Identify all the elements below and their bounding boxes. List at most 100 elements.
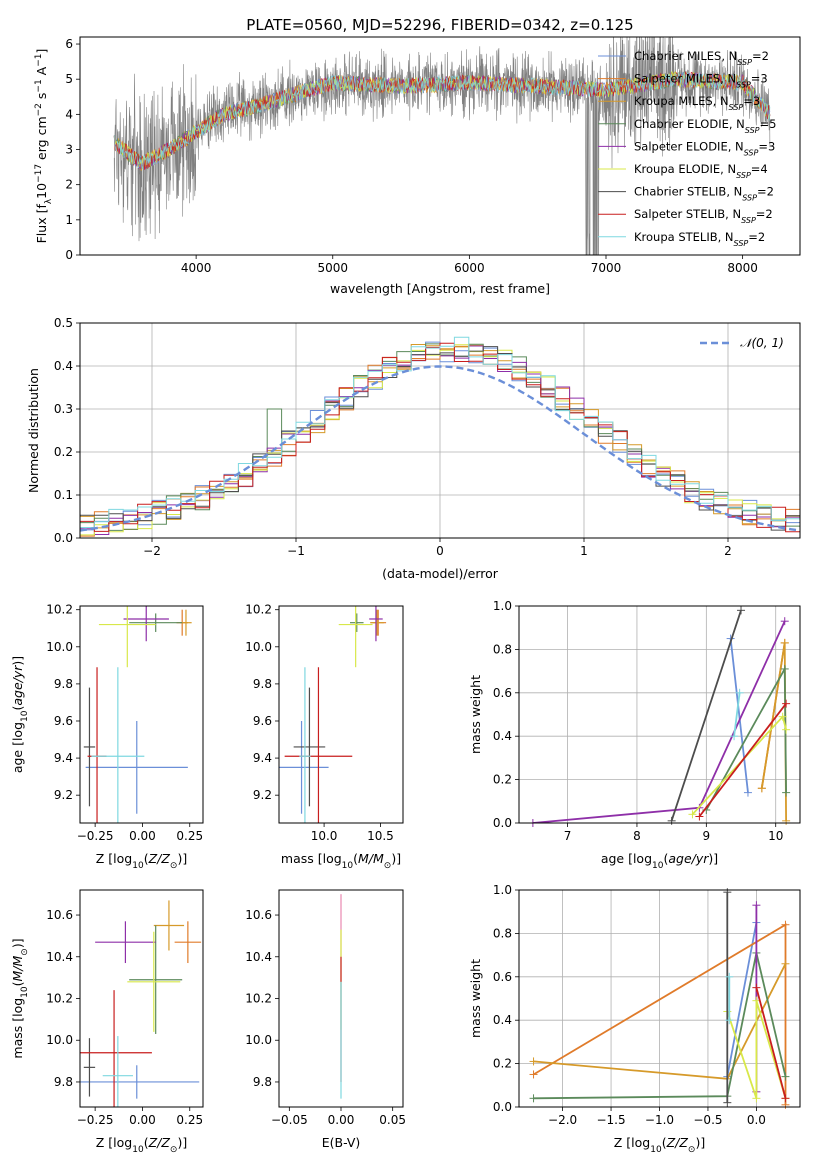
legend-entry: 𝒩(0, 1) — [740, 336, 784, 350]
y-tick-label: 0.5 — [54, 316, 73, 330]
x-tick-label: −1 — [287, 544, 305, 558]
legend-entry: Salpeter ELODIE, NSSP=3 — [634, 139, 775, 157]
axes-frame — [79, 322, 801, 539]
weight-line-7 — [755, 987, 787, 1099]
axes-frame — [278, 605, 404, 824]
x-tick-label: 0.05 — [379, 1113, 406, 1127]
mass-vs-extinction-plot: −0.05 0.00 0.05 9.8 10.0 10.2 10.4 10.6 E(B-V) — [245, 889, 406, 1150]
y-tick-label: 1.0 — [493, 883, 512, 897]
x-tick-label: −2.0 — [548, 1113, 577, 1127]
model-spectrum-4 — [113, 71, 771, 171]
y-tick-label: 5 — [65, 72, 73, 86]
y-tick-label: 10.4 — [46, 950, 73, 964]
y-tick-label: 1 — [65, 213, 73, 227]
y-tick-label: 10.0 — [245, 1033, 272, 1047]
x-tick-label: 6000 — [454, 261, 485, 275]
y-tick-label: 9.6 — [54, 714, 73, 728]
legend-entry: Salpeter MILES, NSSP=3 — [634, 72, 768, 90]
y-tick-label: 10.6 — [46, 908, 73, 922]
x-axis-label: Z [log10(Z/Z⊙)] — [614, 1135, 705, 1155]
x-tick-label: 0 — [436, 544, 444, 558]
y-tick-label: 9.6 — [253, 714, 272, 728]
x-tick-label: −2 — [143, 544, 161, 558]
y-tick-label: 9.8 — [253, 1075, 272, 1089]
y-tick-label: 2 — [65, 178, 73, 192]
x-tick-label: 8000 — [727, 261, 758, 275]
y-axis-label: age [log10(age/yr)] — [10, 656, 30, 773]
y-tick-label: 0.0 — [54, 531, 73, 545]
axes-frame — [278, 889, 404, 1108]
axes-frame — [518, 889, 801, 1108]
y-tick-label: 3 — [65, 143, 73, 157]
x-axis-label: mass [log10(M/M⊙)] — [281, 851, 401, 871]
legend-entry: Kroupa MILES, NSSP=3 — [634, 94, 760, 112]
x-tick-label: −0.25 — [77, 1113, 114, 1127]
mass-weight-vs-metallicity-plot: −2.0 −1.5 −1.0 −0.5 0.0 0.0 0.2 0.4 0.6 0.8 1.0 Z [… — [468, 883, 801, 1155]
y-tick-label: 9.8 — [54, 677, 73, 691]
y-tick-label: 10.2 — [245, 992, 272, 1006]
x-tick-label: −0.05 — [271, 1113, 308, 1127]
y-tick-label: 10.2 — [46, 603, 73, 617]
y-tick-label: 9.2 — [253, 788, 272, 802]
legend-entry: Salpeter STELIB, NSSP=2 — [634, 207, 773, 225]
weight-line-8 — [733, 692, 741, 737]
y-tick-label: 6 — [65, 37, 73, 51]
axes-frame — [79, 605, 204, 824]
residual-hist-6 — [80, 346, 800, 538]
y-axis-label: mass weight — [468, 959, 483, 1038]
y-axis-label: Flux [fλ10−17 erg cm−2 s−1 A−1] — [34, 49, 54, 244]
x-tick-label: 8 — [633, 829, 641, 843]
y-tick-label: 0.0 — [493, 1100, 512, 1114]
x-tick-label: 4000 — [181, 261, 212, 275]
y-tick-label: 9.4 — [54, 751, 73, 765]
legend-entry: Kroupa STELIB, NSSP=2 — [634, 230, 765, 248]
x-tick-label: 0.0 — [747, 1113, 766, 1127]
x-axis-label: wavelength [Angstrom, rest frame] — [330, 281, 550, 296]
x-tick-label: 0.00 — [129, 1113, 156, 1127]
age-vs-mass-plot: 10.0 10.5 9.2 9.4 9.6 9.8 10.0 10.2 mass [log10(… — [245, 603, 404, 871]
x-tick-label: 0.00 — [328, 1113, 355, 1127]
y-tick-label: 0.1 — [54, 488, 73, 502]
x-tick-label: 10.0 — [311, 829, 338, 843]
y-tick-label: 10.6 — [245, 908, 272, 922]
figure-title: PLATE=0560, MJD=52296, FIBERID=0342, z=0… — [246, 16, 633, 34]
legend-entry: Chabrier ELODIE, NSSP=5 — [634, 117, 776, 135]
x-axis-label: Z [log10(Z/Z⊙)] — [96, 1135, 187, 1155]
y-tick-label: 0.2 — [493, 1057, 512, 1071]
x-tick-label: 2 — [724, 544, 732, 558]
legend-entry: Kroupa ELODIE, NSSP=4 — [634, 162, 768, 180]
y-tick-label: 0.4 — [493, 729, 512, 743]
y-tick-label: 0.6 — [493, 970, 512, 984]
y-tick-label: 0.2 — [54, 445, 73, 459]
y-axis-label: Normed distribution — [26, 368, 41, 493]
y-tick-label: 0.0 — [493, 816, 512, 830]
y-tick-label: 9.8 — [54, 1075, 73, 1089]
weight-line-7 — [698, 703, 787, 818]
y-tick-label: 0.3 — [54, 402, 73, 416]
y-tick-label: 4 — [65, 107, 73, 121]
y-tick-label: 0.8 — [493, 926, 512, 940]
weight-line-6 — [670, 610, 742, 822]
y-tick-label: 10.2 — [245, 603, 272, 617]
x-tick-label: 0.25 — [176, 829, 203, 843]
residual-hist-8 — [80, 336, 800, 538]
y-tick-label: 0.4 — [54, 359, 73, 373]
y-tick-label: 0 — [65, 248, 73, 262]
residual-hist-5 — [80, 344, 800, 538]
y-tick-label: 10.0 — [46, 640, 73, 654]
y-tick-label: 0.2 — [493, 773, 512, 787]
y-tick-label: 1.0 — [493, 599, 512, 613]
x-tick-label: 10 — [768, 829, 783, 843]
legend-entry: Chabrier MILES, NSSP=2 — [634, 49, 769, 67]
y-tick-label: 9.4 — [253, 751, 272, 765]
x-tick-label: −0.5 — [693, 1113, 722, 1127]
weight-line-3 — [533, 952, 787, 1100]
x-tick-label: 0.25 — [176, 1113, 203, 1127]
axes-frame — [79, 889, 204, 1108]
mass-vs-metallicity-plot: −0.25 0.00 0.25 9.8 10.0 10.2 10.4 10.6 Z [log10… — [10, 889, 204, 1155]
model-spectrum-8 — [113, 71, 771, 170]
x-tick-label: 1 — [580, 544, 588, 558]
x-tick-label: 0.00 — [129, 829, 156, 843]
residual-histogram: −2 −1 0 1 2 0.0 0.1 0.2 0.3 0.4 0.5 (data-model)/er… — [26, 316, 801, 581]
